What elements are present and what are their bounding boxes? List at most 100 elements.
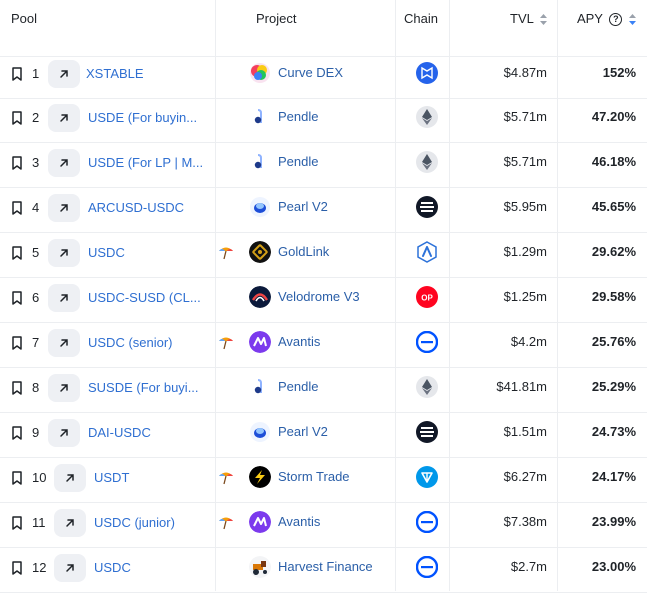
table-row[interactable]: 5 USDC GoldLink $1.29m 29.62% — [0, 232, 647, 278]
project-name-link[interactable]: Pearl V2 — [278, 424, 328, 439]
rank-number: 10 — [32, 470, 47, 485]
rank-number: 12 — [32, 560, 47, 575]
table-row[interactable]: 8 SUSDE (For buyi... Pendle $41.81m 25.29% — [0, 367, 647, 413]
table-row[interactable]: 11 USDC (junior) Avantis $7.38m 23.99% — [0, 502, 647, 548]
avantis-logo-icon — [249, 331, 271, 353]
open-pool-button[interactable] — [54, 509, 86, 537]
apy-value: 46.18% — [591, 154, 636, 169]
apy-value: 23.00% — [591, 559, 636, 574]
project-name-link[interactable]: Avantis — [278, 334, 321, 349]
bookmark-icon[interactable] — [11, 471, 23, 485]
open-pool-button[interactable] — [54, 554, 86, 582]
open-pool-button[interactable] — [54, 464, 86, 492]
pool-name-link[interactable]: USDC — [94, 560, 131, 575]
bookmark-icon[interactable] — [11, 381, 23, 395]
rewards-parachute-icon — [218, 515, 234, 531]
open-pool-button[interactable] — [48, 60, 80, 88]
pool-name-link[interactable]: USDE (For LP | M... — [88, 155, 204, 170]
real-chain-icon — [416, 196, 438, 218]
pool-name-link[interactable]: SUSDE (For buyi... — [88, 380, 199, 395]
open-pool-button[interactable] — [48, 329, 80, 357]
open-pool-button[interactable] — [48, 149, 80, 177]
bookmark-icon[interactable] — [11, 67, 23, 81]
tvl-column-header[interactable]: TVL — [510, 11, 547, 26]
pool-column-header: Pool — [11, 11, 38, 26]
open-pool-button[interactable] — [48, 194, 80, 222]
pendle-logo-icon — [249, 106, 271, 128]
table-row[interactable]: 10 USDT Storm Trade $6.27m 24.17% — [0, 457, 647, 503]
pool-name-link[interactable]: ARCUSD-USDC — [88, 200, 185, 215]
project-name-link[interactable]: Pendle — [278, 109, 319, 124]
tvl-value: $5.71m — [503, 109, 547, 124]
tvl-value: $1.25m — [503, 289, 547, 304]
bookmark-icon[interactable] — [11, 156, 23, 170]
table-row[interactable]: 9 DAI-USDC Pearl V2 $1.51m 24.73% — [0, 412, 647, 458]
rank-number: 2 — [32, 110, 40, 125]
pool-name-link[interactable]: XSTABLE — [86, 66, 144, 81]
ton-chain-icon — [416, 466, 438, 488]
bookmark-icon[interactable] — [11, 246, 23, 260]
table-row[interactable]: 12 USDC Harvest Finance $2.7m 23.00% — [0, 547, 647, 593]
open-pool-button[interactable] — [48, 239, 80, 267]
bookmark-icon[interactable] — [11, 201, 23, 215]
sort-icon[interactable] — [540, 14, 547, 26]
tvl-value: $1.51m — [503, 424, 547, 439]
pool-name-link[interactable]: USDE (For buyin... — [88, 110, 198, 125]
optimism-chain-icon: OP — [416, 286, 438, 308]
bookmark-icon[interactable] — [11, 426, 23, 440]
open-pool-button[interactable] — [48, 374, 80, 402]
external-arrow-icon — [58, 112, 70, 124]
tvl-value: $7.38m — [503, 514, 547, 529]
column-divider — [557, 0, 558, 591]
table-header: Pool Project Chain TVL APY ? — [0, 0, 647, 57]
external-arrow-icon — [64, 517, 76, 529]
sort-desc-icon[interactable] — [629, 14, 636, 26]
project-name-link[interactable]: Avantis — [278, 514, 321, 529]
table-row[interactable]: 2 USDE (For buyin... Pendle $5.71m 47.20% — [0, 97, 647, 143]
pool-name-link[interactable]: USDT — [94, 470, 130, 485]
svg-text:OP: OP — [421, 294, 433, 303]
project-name-link[interactable]: GoldLink — [278, 244, 330, 259]
apy-value: 23.99% — [591, 514, 636, 529]
open-pool-button[interactable] — [48, 284, 80, 312]
table-row[interactable]: 7 USDC (senior) Avantis $4.2m 25.76% — [0, 322, 647, 368]
bookmark-icon[interactable] — [11, 111, 23, 125]
apy-column-header[interactable]: APY ? — [577, 11, 636, 27]
pool-name-link[interactable]: USDC-SUSD (CL... — [88, 290, 201, 305]
rank-number: 1 — [32, 66, 40, 81]
rank-number: 8 — [32, 380, 40, 395]
external-arrow-icon — [58, 382, 70, 394]
bookmark-icon[interactable] — [11, 561, 23, 575]
project-name-link[interactable]: Curve DEX — [278, 65, 344, 80]
apy-value: 25.29% — [591, 379, 636, 394]
help-icon[interactable]: ? — [609, 13, 623, 27]
project-name-link[interactable]: Velodrome V3 — [278, 289, 360, 304]
bookmark-icon[interactable] — [11, 291, 23, 305]
table-row[interactable]: 1 XSTABLE Curve DEX $4.87m 152% — [0, 53, 647, 99]
external-arrow-icon — [58, 68, 70, 80]
table-row[interactable]: 4 ARCUSD-USDC Pearl V2 $5.95m 45.65% — [0, 187, 647, 233]
pearl-logo-icon — [249, 421, 271, 443]
apy-value: 24.17% — [591, 469, 636, 484]
project-name-link[interactable]: Storm Trade — [278, 469, 350, 484]
rank-number: 9 — [32, 425, 40, 440]
avantis-logo-icon — [249, 511, 271, 533]
apy-value: 29.58% — [591, 289, 636, 304]
pool-name-link[interactable]: USDC (junior) — [94, 515, 175, 530]
pool-name-link[interactable]: USDC (senior) — [88, 335, 173, 350]
open-pool-button[interactable] — [48, 419, 80, 447]
open-pool-button[interactable] — [48, 104, 80, 132]
pool-name-link[interactable]: DAI-USDC — [88, 425, 151, 440]
table-row[interactable]: 3 USDE (For LP | M... Pendle $5.71m 46.18% — [0, 142, 647, 188]
apy-value: 25.76% — [591, 334, 636, 349]
project-name-link[interactable]: Pendle — [278, 154, 319, 169]
project-name-link[interactable]: Pendle — [278, 379, 319, 394]
bookmark-icon[interactable] — [11, 336, 23, 350]
project-name-link[interactable]: Pearl V2 — [278, 199, 328, 214]
base-chain-icon — [416, 511, 438, 533]
bookmark-icon[interactable] — [11, 516, 23, 530]
tvl-value: $41.81m — [496, 379, 547, 394]
pool-name-link[interactable]: USDC — [88, 245, 125, 260]
project-name-link[interactable]: Harvest Finance — [278, 559, 373, 574]
table-row[interactable]: 6 USDC-SUSD (CL... Velodrome V3 OP $1.25m 29.… — [0, 277, 647, 323]
